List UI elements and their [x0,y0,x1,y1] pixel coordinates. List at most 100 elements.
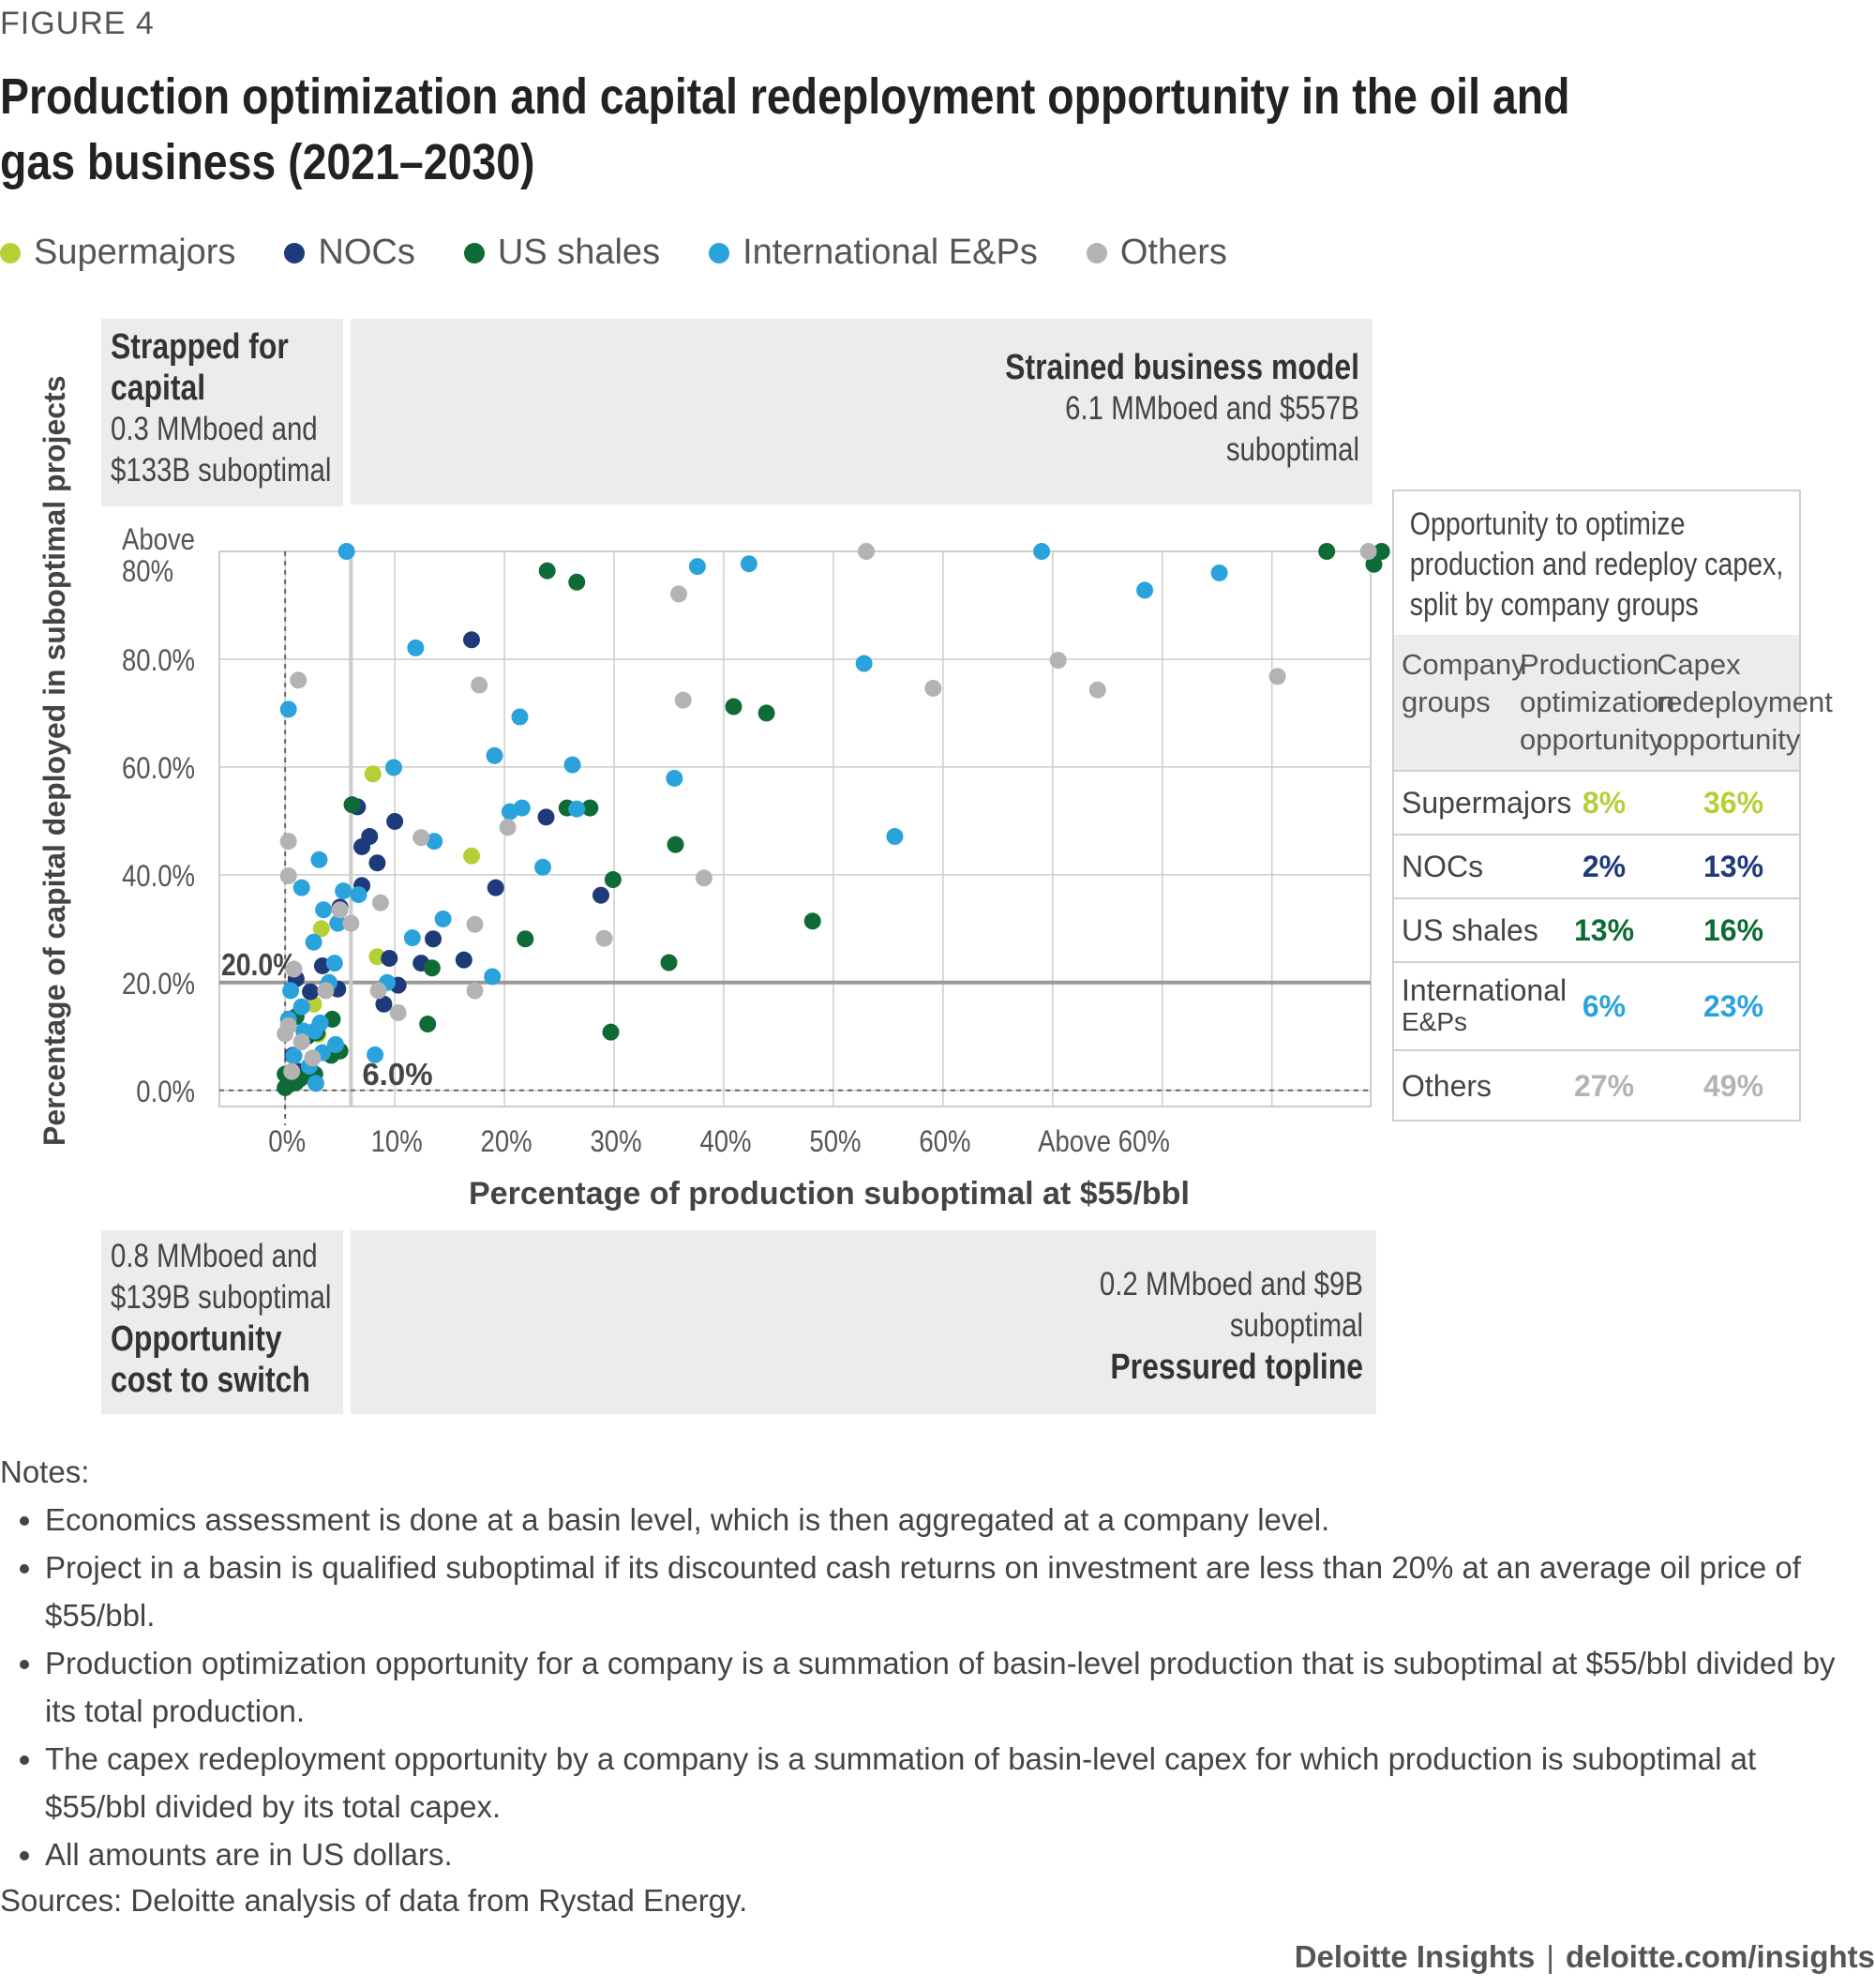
point-others [695,869,712,887]
table-row-supermajors: Supermajors 8% 36% [1394,770,1799,834]
note-item: Production optimization opportunity for … [45,1639,1838,1735]
table-row-intl-eps: International E&Ps 6% 23% [1394,961,1799,1049]
point-nocs [302,983,320,1001]
point-others [466,982,484,1000]
point-nocs [386,812,404,830]
point-international-e-ps [688,558,706,576]
quadrant-desc: 0.8 MMboed and [111,1238,318,1274]
table-header-row: Company groups Production optimization o… [1394,635,1833,770]
point-others [279,867,297,885]
legend-dot-intl-eps [709,242,730,264]
point-nocs [381,949,398,967]
legend-item-others: Others [1086,233,1227,273]
point-us-shales [803,912,821,930]
point-others [285,960,303,978]
point-us-shales [517,930,534,948]
point-nocs [455,951,472,969]
note-item: All amounts are in US dollars. [45,1830,1838,1878]
quadrant-title: Pressured topline [1110,1348,1363,1387]
cell-group: International E&Ps [1394,974,1567,1038]
note-item: The capex redeployment opportunity by a … [45,1735,1838,1830]
legend-dot-others [1086,242,1107,264]
notes-heading: Notes: [0,1454,90,1489]
point-international-e-ps [306,1022,323,1040]
legend-dot-nocs [284,242,306,264]
point-international-e-ps [511,708,529,726]
notes-list: Economics assessment is done at a basin … [0,1496,1838,1878]
point-international-e-ps [513,799,531,817]
point-international-e-ps [484,968,502,986]
point-international-e-ps [886,828,904,846]
y-axis-title: Percentage of capital deployed in subopt… [38,375,71,1146]
chart-title: Production optimization and capital rede… [0,68,1570,190]
col-header-capex: Capex redeployment opportunity [1657,646,1833,759]
point-us-shales [277,1078,294,1096]
y-tick-label: 20.0% [122,968,195,1001]
cell-group: US shales [1402,913,1538,947]
point-others [279,833,297,851]
point-nocs [353,837,371,855]
note-item: Project in a basin is qualified suboptim… [45,1544,1838,1639]
y-tick-label: 80.0% [122,644,195,677]
footer-url[interactable]: deloitte.com/insights [1565,1939,1875,1974]
point-international-e-ps [1033,543,1051,560]
legend-item-nocs: NOCs [284,233,415,273]
point-others [670,585,688,603]
point-nocs [592,886,609,904]
point-others [412,829,430,847]
figure-label: FIGURE 4 [0,6,155,41]
point-others [290,671,308,689]
point-international-e-ps [740,555,758,573]
point-international-e-ps [326,1035,344,1053]
point-international-e-ps [403,929,421,947]
quadrant-desc: 0.2 MMboed and $9B [1099,1266,1363,1303]
cell-capex: 23% [1702,988,1764,1023]
point-international-e-ps [305,933,322,951]
quadrant-title: Strained business model [1005,348,1359,387]
y-tick-label: 40.0% [122,860,195,893]
quadrant-opportunity-cost: 0.8 MMboed and $139B suboptimal Opportun… [101,1230,343,1414]
cell-production: 27% [1573,1068,1635,1103]
legend-label: NOCs [318,233,415,272]
point-international-e-ps [426,833,443,851]
cell-group: Others [1402,1069,1492,1103]
col-header-line: opportunity [1520,723,1664,756]
point-others [342,914,360,932]
table-heading-line: production and redeploy capex, [1409,547,1784,582]
point-international-e-ps [1210,564,1228,581]
legend-label: Supermajors [34,233,236,272]
quadrant-strapped-for-capital: Strapped for capital 0.3 MMboed and $133… [101,319,343,506]
point-others [1359,543,1377,560]
col-header-line: groups [1402,685,1491,718]
point-others [1088,681,1106,699]
x-tick-label: Above 60% [1038,1125,1170,1158]
point-others [1268,668,1286,685]
col-header-line: Company [1402,648,1526,681]
legend-label: US shales [497,233,661,272]
y-tick-label: 60.0% [122,752,195,785]
quadrant-desc: 6.1 MMboed and $557B [1065,390,1359,427]
point-supermajors [364,765,382,783]
opportunity-table: Opportunity to optimize production and r… [1392,489,1833,1122]
point-us-shales [667,836,684,853]
quadrant-title: Strapped for capital [111,327,289,408]
point-us-shales [1365,555,1383,573]
legend-item-supermajors: Supermajors [0,233,235,273]
point-others [292,1033,310,1051]
point-others [304,1049,322,1067]
point-international-e-ps [292,998,310,1016]
table-heading-line: Opportunity to optimize [1409,506,1686,542]
point-international-e-ps [563,756,581,774]
x-tick-label: 40% [699,1125,751,1158]
table-row-others: Others 27% 49% [1394,1049,1799,1121]
cell-production: 6% [1582,988,1627,1023]
cell-group: NOCs [1402,850,1484,883]
point-others [471,676,488,694]
point-others [595,929,613,947]
point-international-e-ps [335,882,352,900]
point-international-e-ps [350,886,368,904]
point-supermajors [462,847,480,865]
footer-separator: | [1546,1939,1554,1974]
point-international-e-ps [307,1075,324,1092]
point-nocs [462,631,480,649]
